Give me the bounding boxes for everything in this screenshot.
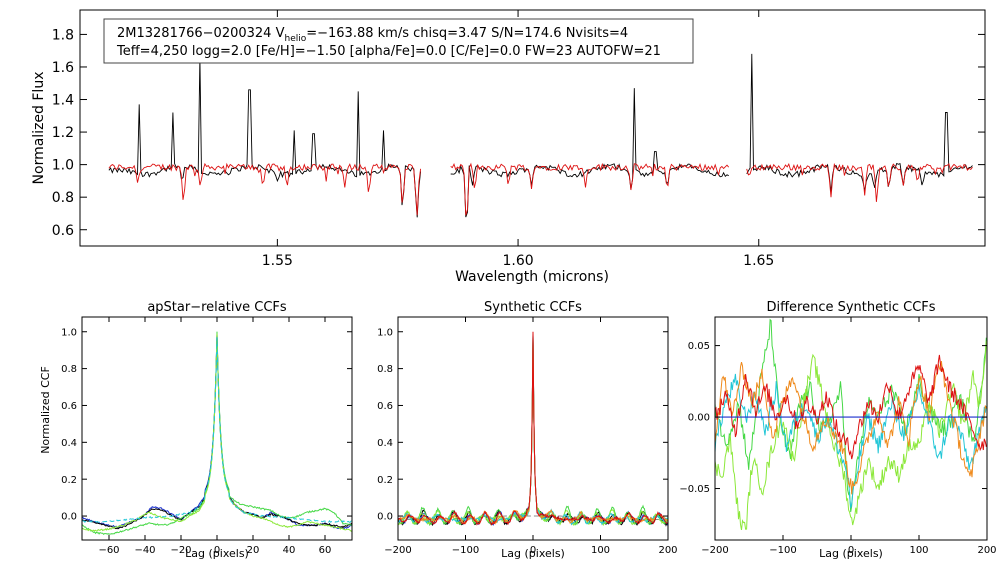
apstar-xtick-label: −60: [98, 545, 119, 556]
spectrum-observed-line: [450, 88, 729, 218]
apstar-series-line: [82, 333, 352, 532]
synthetic-xtick-label: −200: [384, 545, 411, 556]
synthetic-xtick-label: 100: [591, 545, 610, 556]
synthetic-ytick-label: 0.8: [377, 364, 393, 375]
apstar-ytick-label: 0.6: [61, 401, 77, 412]
synthetic-ytick-label: 0.0: [377, 512, 393, 523]
apstar-y-label: Normalized CCF: [39, 366, 52, 454]
synthetic-ytick-label: 0.4: [377, 438, 393, 449]
spectrum-model-line: [108, 162, 422, 216]
spectrum-panel: 1.55 1.60 1.65 0.6 0.8 1.0 1.2 1.4 1.6 1.8 Wavele…: [31, 9, 986, 285]
header-line-1-post: =−163.88 km/s chisq=3.47 S/N=174.6 Nvisi…: [306, 26, 628, 41]
apstar-ytick-label: 0.8: [61, 364, 77, 375]
spectrum-ytick-label: 1.6: [52, 60, 74, 76]
synthetic-x-label: Lag (pixels): [501, 547, 565, 560]
apstar-series-line: [82, 331, 352, 535]
difference-ticks: −200 −100 0 100 200 −0.05 0.00 0.05: [679, 317, 997, 556]
header-box: [103, 18, 694, 64]
spectrum-ytick-label: 0.6: [52, 223, 74, 239]
header-line-2: Teff=4,250 logg=2.0 [Fe/H]=−1.50 [alpha/…: [116, 44, 661, 59]
spectrum-ytick-label: 1.0: [52, 158, 74, 174]
apstar-xtick-label: 60: [319, 545, 332, 556]
synthetic-ticks: −200 −100 0 100 200 0.0 0.2 0.4 0.6 0.8 1.0: [377, 317, 678, 556]
apstar-xtick-label: 0: [214, 545, 220, 556]
apstar-xtick-label: −40: [134, 545, 155, 556]
spectrum-xtick-label: 1.65: [743, 253, 774, 269]
synthetic-xtick-label: 0: [530, 545, 536, 556]
apstar-ytick-label: 0.2: [61, 475, 77, 486]
spectrum-xtick-label: 1.60: [502, 253, 533, 269]
synthetic-panel: Synthetic CCFs −200 −100 0 100 200 0.0 0.2 0.4 0…: [377, 300, 677, 560]
difference-series-line: [715, 361, 987, 495]
apstar-xtick-label: −20: [170, 545, 191, 556]
synthetic-xtick-label: −100: [452, 545, 479, 556]
spectrum-ytick-label: 1.4: [52, 93, 74, 109]
header-line-1: 2M13281766−0200324 Vhelio=−163.88 km/s c…: [117, 26, 628, 44]
spectrum-model-line: [450, 162, 730, 216]
difference-xtick-label: 100: [909, 545, 928, 556]
spectrum-ticks: 1.55 1.60 1.65 0.6 0.8 1.0 1.2 1.4 1.6 1.8: [52, 10, 985, 269]
apstar-ytick-label: 0.0: [61, 512, 77, 523]
difference-xtick-label: 200: [977, 545, 996, 556]
synthetic-xtick-label: 200: [658, 545, 677, 556]
header-line-1-sub: helio: [284, 34, 306, 44]
apstar-ticks: −60 −40 −20 0 20 40 60 0.0 0.2 0.4 0.6 0.8 1.0: [61, 317, 352, 556]
spectrum-y-label: Normalized Flux: [31, 72, 47, 185]
difference-xtick-label: −200: [701, 545, 728, 556]
difference-series-line: [715, 373, 987, 509]
spectrum-ytick-label: 1.2: [52, 125, 74, 141]
difference-series-line: [715, 354, 987, 460]
difference-series: [715, 318, 987, 530]
apstar-xtick-label: 20: [247, 545, 260, 556]
difference-ytick-label: −0.05: [679, 484, 710, 495]
synthetic-ytick-label: 1.0: [377, 327, 393, 338]
apstar-series-line: [82, 337, 352, 524]
apstar-series: [82, 331, 352, 535]
difference-xtick-label: −100: [769, 545, 796, 556]
spectrum-plot-frame: [79, 9, 986, 247]
difference-xtick-label: 0: [848, 545, 854, 556]
spectrum-observed-line: [108, 57, 422, 218]
spectrum-xtick-label: 1.55: [262, 253, 293, 269]
synthetic-ytick-label: 0.6: [377, 401, 393, 412]
apstar-ytick-label: 0.4: [61, 438, 77, 449]
spectrum-ytick-label: 1.8: [52, 27, 74, 43]
apstar-ytick-label: 1.0: [61, 327, 77, 338]
apstar-xtick-label: 40: [283, 545, 296, 556]
difference-panel: Difference Synthetic CCFs −200 −100 0 100 20…: [679, 300, 996, 560]
difference-series-line: [715, 318, 987, 513]
apstar-title: apStar−relative CCFs: [147, 300, 287, 315]
difference-series-line: [715, 340, 987, 530]
synthetic-series-line: [398, 331, 668, 526]
difference-ytick-label: 0.00: [688, 413, 710, 424]
synthetic-series: [397, 331, 669, 527]
difference-title: Difference Synthetic CCFs: [766, 300, 935, 315]
apstar-x-label: Lag (pixels): [185, 547, 249, 560]
difference-x-label: Lag (pixels): [819, 547, 883, 560]
apstar-panel: apStar−relative CCFs −60 −40 −20 0 20 40 60 0.0…: [39, 300, 353, 560]
spectrum-x-label: Wavelength (microns): [455, 269, 609, 285]
synthetic-title: Synthetic CCFs: [484, 300, 582, 315]
spectrum-ytick-label: 0.8: [52, 190, 74, 206]
difference-ytick-label: 0.05: [688, 341, 710, 352]
spectrum-series: [108, 53, 973, 218]
synthetic-ytick-label: 0.2: [377, 475, 393, 486]
header-line-1-pre: 2M13281766−0200324 V: [117, 26, 285, 41]
spectrum-model-line: [746, 162, 973, 202]
